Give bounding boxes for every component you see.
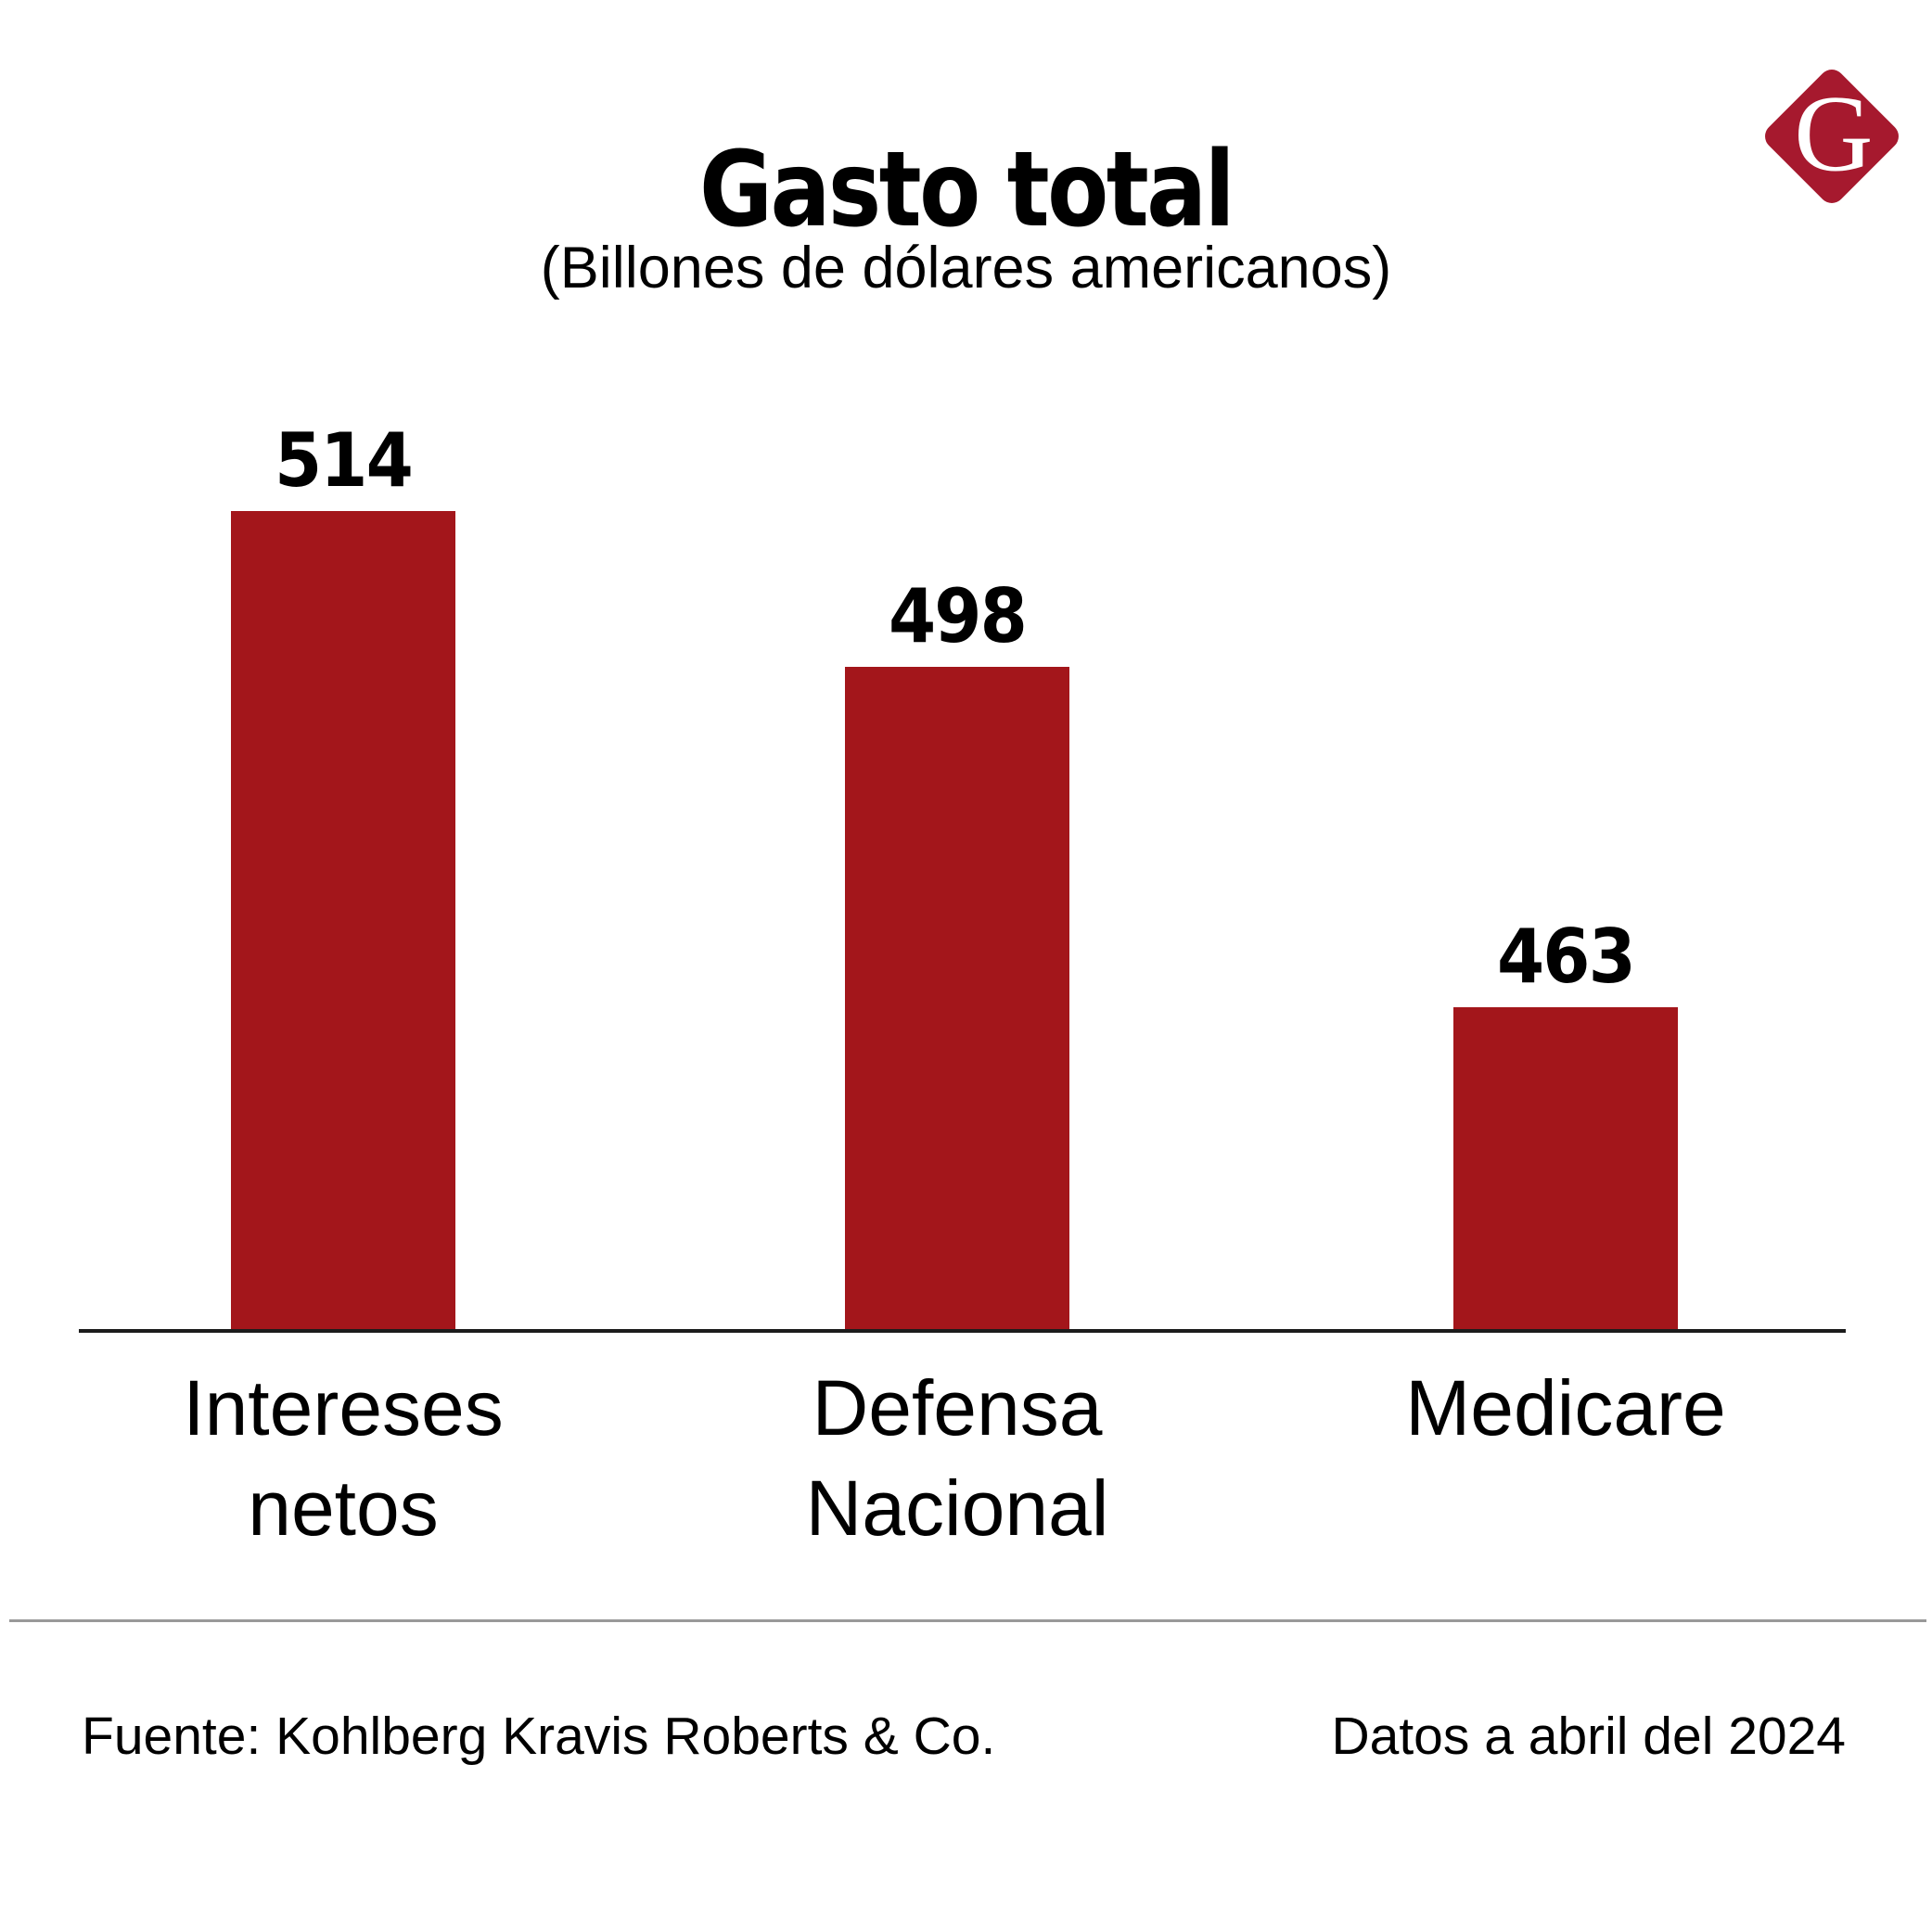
x-axis-line bbox=[79, 1329, 1846, 1333]
bar-1 bbox=[845, 667, 1069, 1329]
bar-value-label-1: 498 bbox=[888, 573, 1028, 659]
category-label-2: Medicare bbox=[1405, 1364, 1726, 1451]
category-label-0: Intereses netos bbox=[183, 1364, 504, 1552]
source-note: Fuente: Kohlberg Kravis Roberts & Co. bbox=[82, 1707, 996, 1766]
category-label-1: Defensa Nacional bbox=[805, 1364, 1109, 1552]
bar-2 bbox=[1453, 1007, 1678, 1329]
footer-divider bbox=[9, 1619, 1926, 1622]
bar-value-label-0: 514 bbox=[274, 417, 414, 504]
bar-0 bbox=[231, 511, 455, 1329]
chart-subtitle: (Billones de dólares americanos) bbox=[540, 236, 1392, 300]
brand-logo-letter: G bbox=[1794, 72, 1874, 195]
bar-value-label-2: 463 bbox=[1496, 914, 1636, 1000]
date-note: Datos a abril del 2024 bbox=[1331, 1707, 1846, 1766]
chart-title: Gasto total bbox=[698, 130, 1235, 251]
